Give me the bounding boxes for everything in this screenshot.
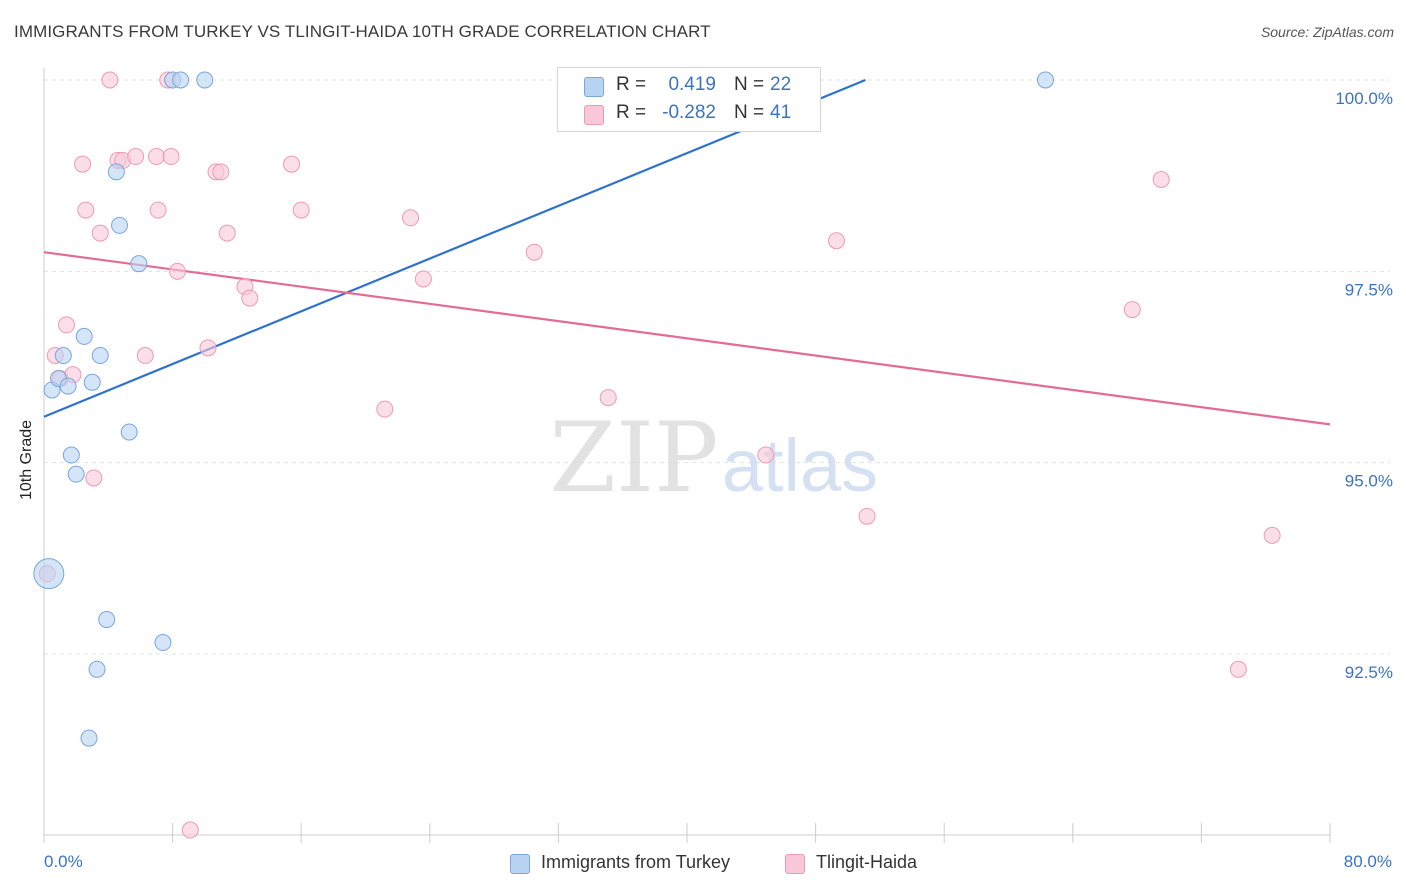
data-point-tlingit [1263,526,1281,544]
data-point-tlingit [199,339,217,357]
data-point-tlingit [525,243,543,261]
data-point-turkey [120,423,138,441]
legend-n-value: 22 [770,74,792,95]
data-point-turkey [62,446,80,464]
legend-r-value: 0.419 [668,74,716,95]
data-point-tlingit [181,821,199,839]
data-point-tlingit [757,446,775,464]
legend-r-label: R = [616,102,647,123]
data-point-tlingit [1152,170,1170,188]
data-point-tlingit [74,155,92,173]
data-point-tlingit [212,163,230,181]
y-tick-labels: 100.0% 97.5% 95.0% 92.5% [1335,89,1393,682]
legend-r-label: R = [616,74,647,95]
data-point-turkey [67,465,85,483]
data-point-tlingit [85,469,103,487]
x-tick-label-min: 0.0% [44,852,83,871]
correlation-legend: R = 0.419 N = 22 R = -0.282 N = 41 [557,67,821,132]
data-point-tlingit [376,400,394,418]
series-legend-swatch-pink [785,854,805,874]
legend-r-value: -0.282 [662,102,716,123]
data-point-tlingit [858,507,876,525]
data-point-turkey [88,660,106,678]
data-point-tlingit [599,389,617,407]
data-point-tlingit [77,201,95,219]
data-point-turkey [172,71,190,89]
data-point-turkey [59,377,77,395]
legend-swatch-blue [584,77,604,97]
data-points [33,71,1281,839]
trend-line-tlingit [43,251,1331,426]
data-point-tlingit [91,224,109,242]
data-point-tlingit [101,71,119,89]
legend-swatch-pink [584,105,604,125]
legend-n-label: N = [734,102,765,123]
legend-n-value: 41 [770,102,792,123]
data-point-tlingit [168,262,186,280]
data-point-turkey [80,729,98,747]
watermark-atlas: atlas [722,424,878,507]
data-point-turkey [91,347,109,365]
series-legend: Immigrants from Turkey Tlingit-Haida [0,852,1406,876]
legend-row-turkey: R = 0.419 N = 22 [558,71,820,101]
series-legend-label-turkey: Immigrants from Turkey [541,852,731,872]
trend-lines [43,78,1331,426]
x-tick-label-max: 80.0% [1343,852,1392,871]
data-point-turkey [83,373,101,391]
y-tick-label: 95.0% [1345,472,1393,491]
source-label: Source: ZipAtlas.com [1260,24,1394,40]
data-point-tlingit [1229,660,1247,678]
data-point-turkey [98,611,116,629]
data-point-turkey [33,558,65,590]
data-point-tlingit [127,148,145,166]
data-point-turkey [111,216,129,234]
data-point-tlingit [136,347,154,365]
watermark-zip: ZIP [549,402,718,514]
legend-row-tlingit: R = -0.282 N = 41 [558,99,820,129]
data-point-tlingit [827,232,845,250]
trend-line-turkey [43,78,866,418]
y-tick-label: 92.5% [1345,663,1393,682]
y-tick-label: 100.0% [1335,89,1393,108]
data-point-tlingit [292,201,310,219]
series-legend-swatch-blue [510,854,530,874]
data-point-tlingit [241,289,259,307]
data-point-tlingit [283,155,301,173]
data-point-tlingit [149,201,167,219]
data-point-tlingit [218,224,236,242]
data-point-turkey [154,634,172,652]
data-point-turkey [75,327,93,345]
data-point-tlingit [58,316,76,334]
grid-lines [44,79,1390,655]
data-point-tlingit [148,148,166,166]
data-point-turkey [107,163,125,181]
axes [43,68,1331,843]
legend-n-label: N = [734,74,765,95]
data-point-turkey [1036,71,1054,89]
chart-title: IMMIGRANTS FROM TURKEY VS TLINGIT-HAIDA … [14,22,711,41]
data-point-turkey [196,71,214,89]
data-point-turkey [130,255,148,273]
data-point-tlingit [162,148,180,166]
data-point-tlingit [414,270,432,288]
data-point-tlingit [1123,301,1141,319]
data-point-turkey [54,347,72,365]
series-legend-label-tlingit: Tlingit-Haida [816,852,918,872]
y-tick-label: 97.5% [1345,280,1393,299]
data-point-tlingit [402,209,420,227]
